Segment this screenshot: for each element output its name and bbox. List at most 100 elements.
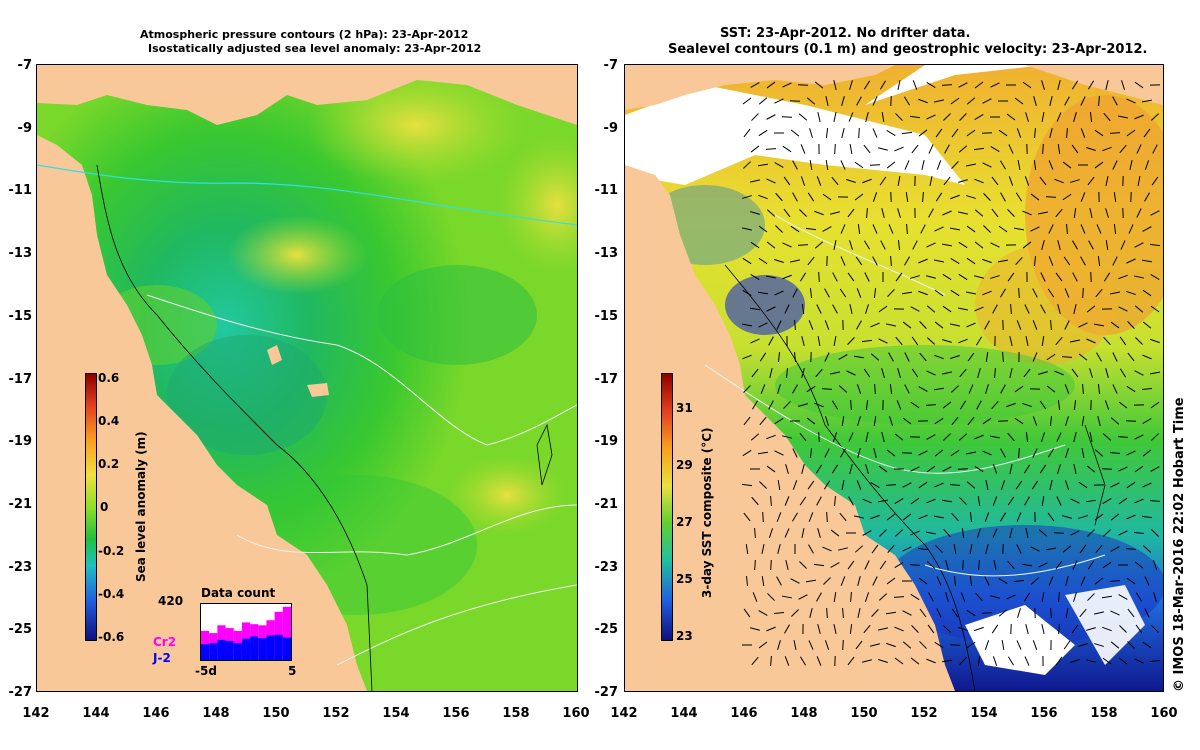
velocity-vector [1000,288,1006,298]
right-title-line1: SST: 23-Apr-2012. No drifter data. [720,26,971,41]
velocity-vector [1126,577,1136,585]
velocity-vector [910,497,920,505]
velocity-vector [774,162,784,168]
velocity-vector [991,400,999,410]
velocity-vector [982,258,992,264]
velocity-vector [773,611,785,615]
velocity-vector [926,81,936,89]
velocity-vector [1057,240,1061,250]
velocity-vector [862,530,872,536]
velocity-vector [1057,143,1061,155]
lat-tick-right-3: -13 [594,246,619,262]
velocity-vector [902,513,912,521]
velocity-vector [768,336,774,346]
velocity-vector [822,546,832,552]
velocity-vector [792,448,798,458]
velocity-vector [902,610,912,616]
velocity-vector [857,576,861,586]
velocity-vector [807,256,815,266]
velocity-vector [990,145,1000,153]
velocity-vector [1128,224,1134,234]
velocity-vector [886,513,896,521]
velocity-vector [743,608,751,618]
velocity-vector [921,160,925,170]
velocity-vector [849,240,853,250]
velocity-vector [1081,415,1085,427]
velocity-vector [848,496,854,506]
velocity-vector [1080,96,1086,106]
velocity-vector [1149,500,1161,502]
velocity-vector [814,210,824,216]
lon-tick-left-4: 150 [262,706,290,721]
velocity-vector [1119,625,1127,633]
velocity-vector [1018,287,1020,299]
velocity-vector [886,130,896,136]
velocity-vector [1064,288,1070,298]
velocity-vector [872,224,878,234]
velocity-vector [1144,608,1150,618]
velocity-vector [944,144,950,154]
velocity-vector [1078,322,1088,328]
velocity-vector [1040,272,1046,282]
velocity-vector [974,465,984,473]
velocity-vector [1023,464,1031,474]
velocity-vector [1087,560,1095,570]
velocity-vector [847,337,855,345]
velocity-vector [926,275,936,279]
velocity-vector [849,304,853,314]
velocity-vector [943,176,951,186]
velocity-vector [982,417,992,425]
velocity-vector [974,306,984,312]
velocity-vector [1094,449,1104,457]
velocity-vector [765,148,777,150]
velocity-vector [1064,384,1070,394]
velocity-vector [1037,211,1049,215]
velocity-vector [767,593,775,601]
velocity-vector [1149,243,1161,247]
velocity-vector [841,96,845,106]
velocity-vector [809,287,813,299]
velocity-vector [746,575,748,587]
velocity-vector [783,401,791,409]
velocity-vector [1134,275,1144,279]
velocity-vector [847,656,855,666]
velocity-vector [817,335,821,347]
lon-tick-right-5: 152 [910,706,938,721]
velocity-vector [951,416,959,426]
velocity-vector [1041,495,1045,507]
velocity-vector [1095,544,1103,554]
velocity-vector [1049,96,1053,106]
velocity-vector [792,480,798,490]
velocity-vector [1125,548,1137,550]
velocity-vector [1001,639,1005,651]
velocity-vector [792,512,798,522]
velocity-vector [785,560,789,570]
velocity-vector [838,354,848,360]
velocity-vector [809,447,813,459]
velocity-vector [969,511,973,523]
velocity-vector [1151,176,1159,186]
velocity-vector [992,464,998,474]
sst-tick-2: 27 [676,515,693,529]
velocity-vector [857,608,861,618]
velocity-vector [968,384,974,394]
velocity-vector [864,560,870,570]
velocity-vector [1058,591,1060,603]
velocity-vector [1062,193,1072,201]
velocity-vector [783,176,791,186]
velocity-vector [941,84,953,86]
velocity-vector [975,592,983,602]
velocity-vector [890,255,892,267]
velocity-vector [928,592,934,602]
velocity-vector [766,178,776,184]
histogram-box [200,603,292,661]
velocity-vector [1150,305,1160,313]
velocity-vector [926,658,936,664]
velocity-vector [1134,658,1144,664]
velocity-vector [759,481,767,489]
velocity-vector [1098,95,1100,107]
velocity-vector [1061,356,1073,358]
velocity-vector [933,259,945,263]
lat-tick-right-9: -25 [594,622,619,638]
velocity-vector [985,384,989,394]
